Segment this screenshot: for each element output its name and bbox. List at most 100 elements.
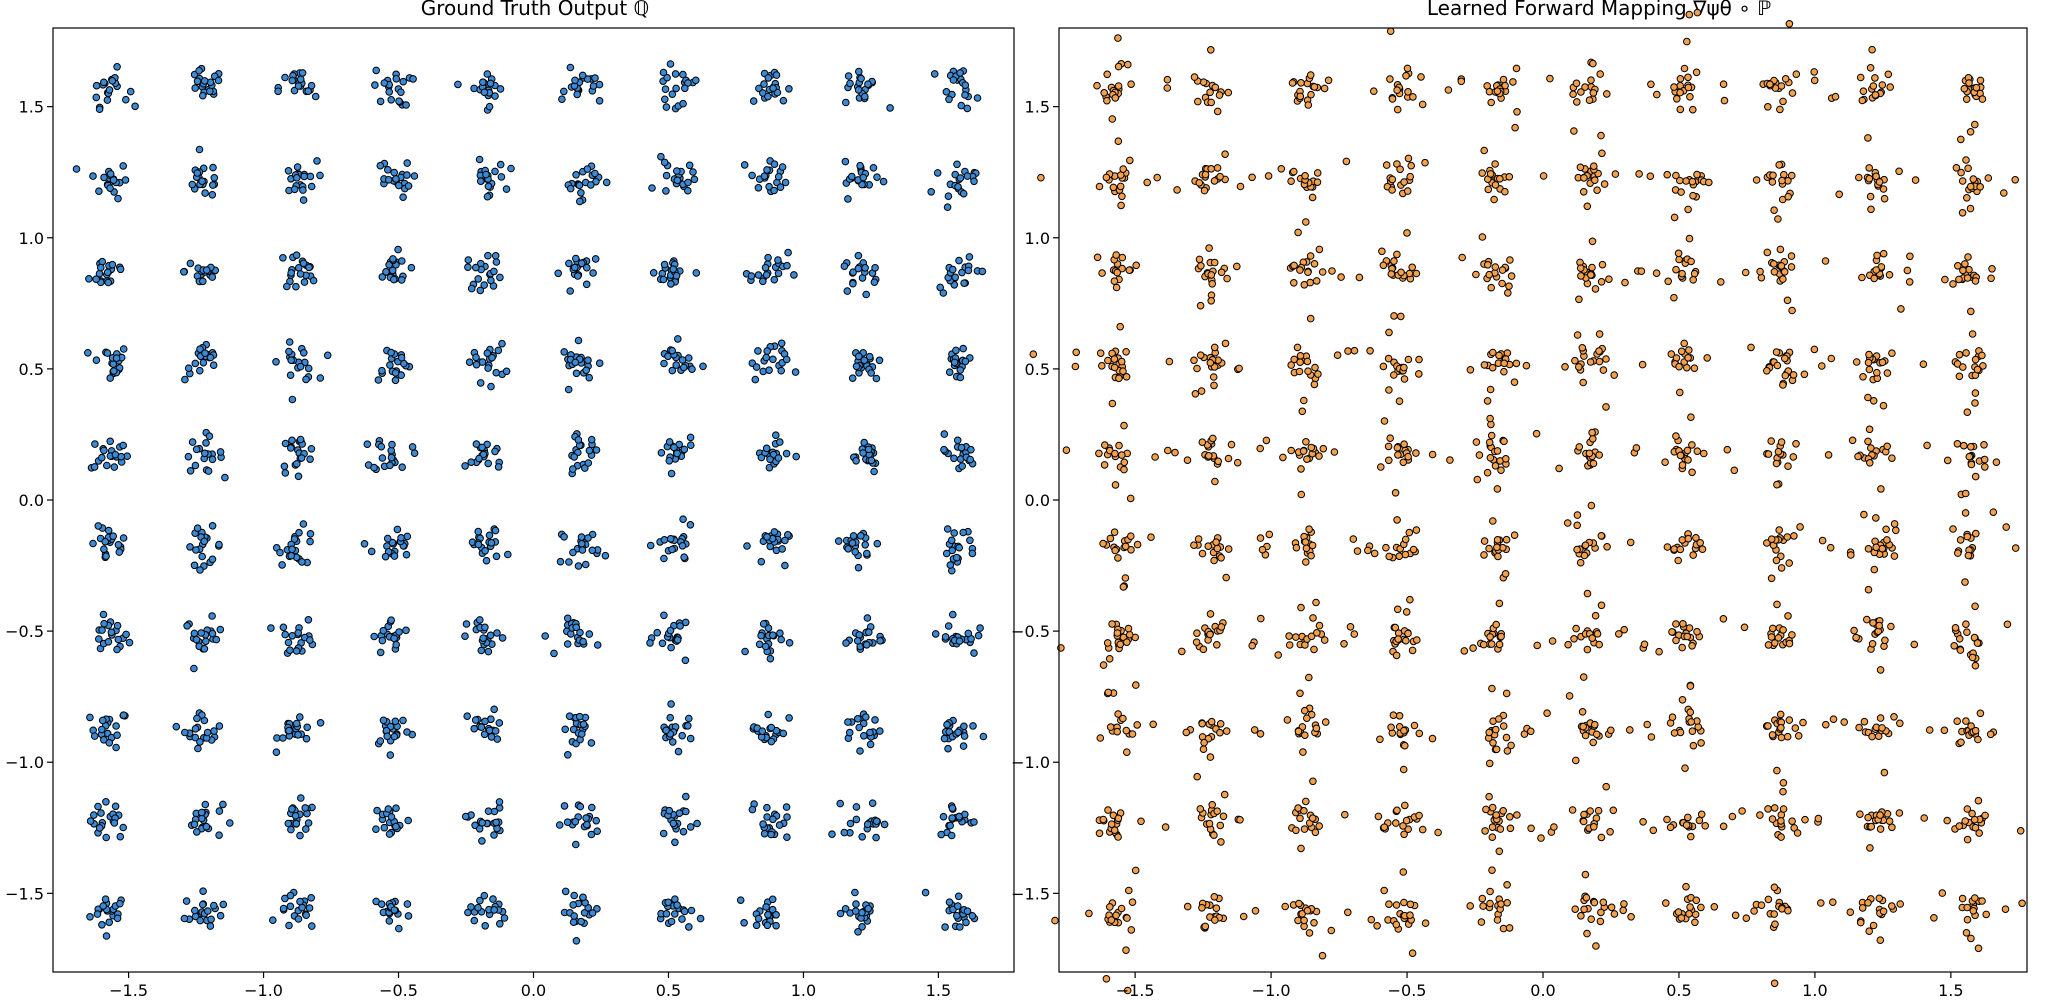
data-point xyxy=(765,366,773,375)
data-point xyxy=(1719,822,1728,831)
data-point xyxy=(1676,388,1684,397)
data-point xyxy=(193,524,202,533)
data-point xyxy=(855,67,863,76)
data-point xyxy=(1109,183,1118,192)
data-point xyxy=(774,256,782,264)
data-point xyxy=(857,74,865,83)
data-point xyxy=(1128,730,1137,738)
data-point xyxy=(666,535,675,543)
data-point xyxy=(741,647,749,656)
data-point xyxy=(461,632,469,641)
data-point xyxy=(106,170,115,178)
data-point xyxy=(1399,765,1408,774)
data-point xyxy=(1943,456,1952,465)
data-point xyxy=(1602,782,1610,791)
data-point xyxy=(1768,731,1777,739)
data-point xyxy=(1773,600,1781,609)
data-point xyxy=(1114,82,1123,90)
data-point xyxy=(202,822,211,831)
data-point xyxy=(673,167,681,175)
data-point xyxy=(472,360,481,369)
data-point xyxy=(1880,194,1889,203)
data-point xyxy=(687,441,695,450)
data-point xyxy=(1290,279,1298,287)
x-tick-label: 0.5 xyxy=(1666,981,1691,1000)
data-point xyxy=(188,438,197,446)
data-point xyxy=(1906,252,1914,261)
data-point xyxy=(1103,70,1111,79)
data-point xyxy=(1773,766,1781,775)
data-point xyxy=(1500,367,1508,376)
data-point xyxy=(1588,237,1597,246)
data-point xyxy=(1190,541,1198,550)
data-point xyxy=(1690,364,1699,373)
data-point xyxy=(1938,889,1947,897)
data-point xyxy=(1961,509,1970,517)
data-point xyxy=(1966,182,1975,191)
data-point xyxy=(302,375,310,384)
data-point xyxy=(288,545,296,554)
data-point xyxy=(858,908,866,917)
data-point xyxy=(759,620,768,628)
data-point xyxy=(1605,275,1613,284)
data-point xyxy=(956,923,964,931)
data-point xyxy=(1974,944,1983,953)
data-point xyxy=(942,549,951,558)
data-point xyxy=(1789,453,1798,461)
data-point xyxy=(1571,905,1579,914)
data-point xyxy=(873,173,881,181)
data-point xyxy=(1393,516,1401,524)
data-point xyxy=(286,646,294,655)
data-point xyxy=(478,837,486,845)
data-point xyxy=(785,85,793,93)
data-point xyxy=(1884,70,1893,79)
data-point xyxy=(1676,88,1684,97)
data-point xyxy=(583,263,591,272)
data-point xyxy=(1590,162,1598,170)
data-point xyxy=(761,263,770,272)
data-point xyxy=(302,911,311,920)
data-point xyxy=(92,356,101,365)
data-point xyxy=(1867,444,1875,452)
data-point xyxy=(584,459,593,467)
data-point xyxy=(1297,465,1305,473)
data-point xyxy=(1310,260,1319,268)
data-point xyxy=(1586,807,1594,815)
data-point xyxy=(1573,331,1582,339)
data-point xyxy=(560,87,568,96)
data-point xyxy=(1590,823,1598,831)
data-point xyxy=(680,445,689,454)
data-point xyxy=(1866,459,1874,467)
data-point xyxy=(476,177,485,185)
data-point xyxy=(754,271,763,279)
data-point xyxy=(1294,804,1302,812)
data-point xyxy=(1217,554,1225,562)
data-point xyxy=(1982,910,1990,919)
data-point xyxy=(1587,271,1595,279)
data-point xyxy=(1487,98,1495,107)
data-point xyxy=(1062,446,1071,455)
data-point xyxy=(1304,101,1313,109)
data-point xyxy=(1573,98,1581,106)
data-point xyxy=(404,912,413,920)
data-point xyxy=(1860,510,1868,519)
data-point xyxy=(115,548,124,556)
data-point xyxy=(970,177,978,186)
data-point xyxy=(1112,283,1121,292)
data-point xyxy=(667,280,675,288)
data-point xyxy=(1775,526,1783,534)
data-point xyxy=(1784,462,1792,471)
data-point xyxy=(1227,440,1236,449)
data-point xyxy=(1676,75,1685,83)
data-point xyxy=(1264,172,1273,180)
data-point xyxy=(208,555,217,564)
data-point xyxy=(859,173,868,182)
data-point xyxy=(931,630,940,638)
data-point xyxy=(1637,267,1646,276)
data-point xyxy=(1421,919,1430,928)
data-point xyxy=(1473,475,1482,484)
data-point xyxy=(828,830,836,839)
data-point xyxy=(1125,266,1134,275)
data-point xyxy=(1198,438,1207,447)
data-point xyxy=(214,76,223,85)
